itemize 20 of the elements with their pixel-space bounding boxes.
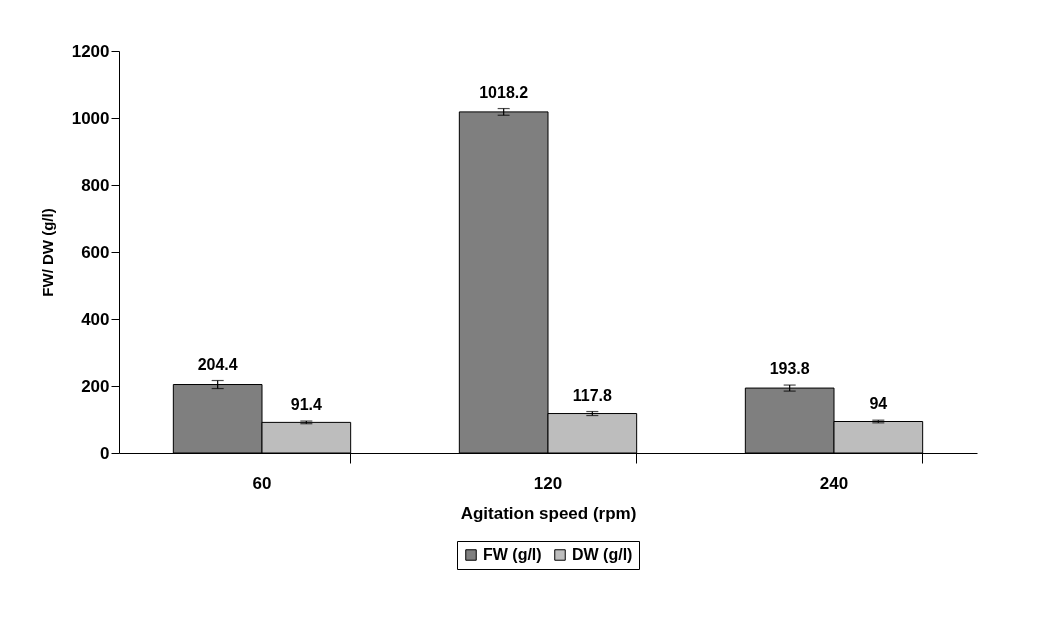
legend-label: FW (g/l)	[483, 546, 542, 563]
data-label: 193.8	[769, 360, 810, 378]
y-tick-label: 400	[81, 309, 110, 329]
y-tick-label: 200	[81, 376, 110, 396]
y-tick-label: 1200	[71, 41, 110, 61]
x-tick-label: 120	[533, 473, 563, 493]
x-axis-title: Agitation speed (rpm)	[460, 503, 637, 523]
y-axis-title: FW/ DW (g/l)	[38, 208, 56, 297]
data-label: 94	[869, 395, 888, 413]
x-tick-label: 60	[252, 473, 272, 493]
y-tick-label: 0	[100, 443, 110, 463]
data-label: 1018.2	[479, 83, 529, 101]
y-tick-label: 600	[81, 242, 110, 262]
x-tick-label: 240	[819, 473, 849, 493]
data-label: 117.8	[572, 386, 613, 404]
y-tick-label: 800	[81, 175, 110, 195]
data-label: 91.4	[290, 396, 322, 414]
y-tick-label: 1000	[71, 108, 110, 128]
legend-label: DW (g/l)	[572, 546, 633, 563]
data-label: 204.4	[197, 355, 238, 373]
